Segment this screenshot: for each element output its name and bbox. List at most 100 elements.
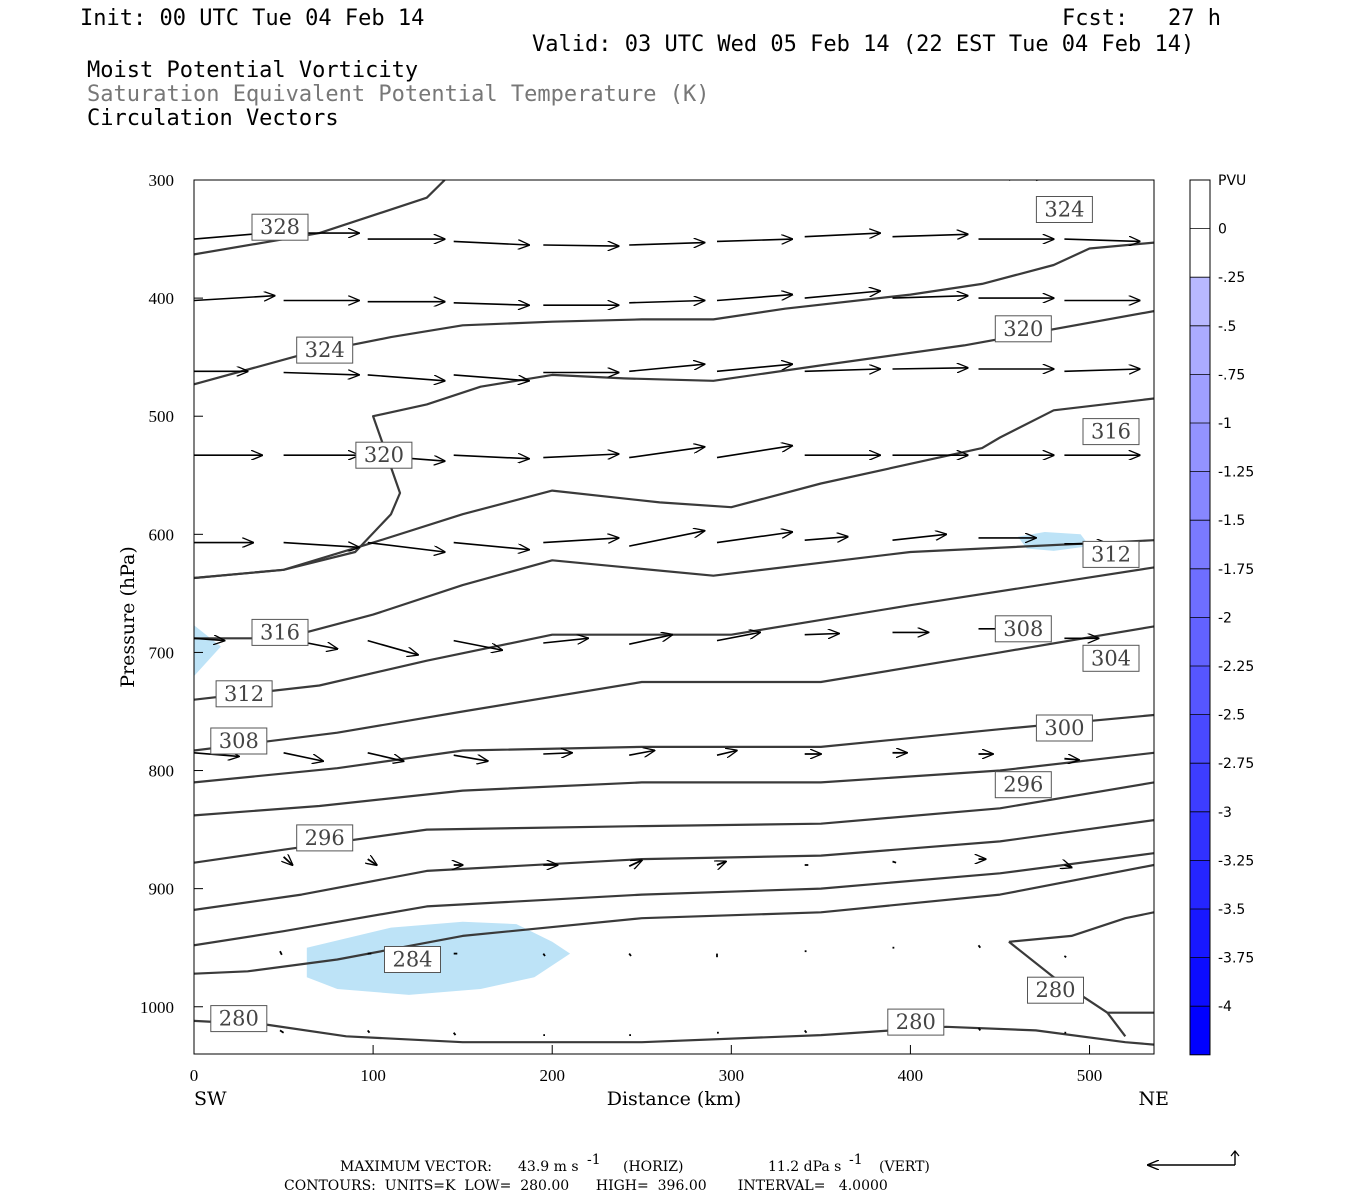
pv-area-0: [194, 625, 221, 677]
circulation-vector: [629, 301, 704, 303]
max-vert-value: 11.2 dPa s: [768, 1159, 841, 1175]
valid-time: Valid: 03 UTC Wed 05 Feb 14 (22 EST Tue …: [532, 32, 1194, 57]
circulation-vector: [543, 454, 618, 458]
y-tick-label: 500: [149, 407, 175, 426]
circulation-vector: [453, 241, 529, 245]
contour-label-text: 308: [1003, 617, 1043, 641]
circulation-vector: [368, 859, 377, 865]
circulation-vector: [279, 950, 283, 956]
colorbar-label: -2.25: [1218, 659, 1254, 675]
contour-info: CONTOURS: UNITS=K LOW= 280.00 HIGH= 396.…: [284, 1178, 888, 1194]
circulation-vector: [804, 233, 880, 237]
colorbar-swatch: [1190, 909, 1210, 958]
y-tick-label: 700: [149, 643, 175, 662]
contour-label: 312: [215, 680, 273, 708]
circulation-vector: [804, 369, 880, 371]
colorbar-label: -3: [1218, 805, 1232, 821]
colorbar-swatch: [1190, 666, 1210, 715]
circulation-vector: [977, 944, 982, 949]
contour-line-11: [194, 566, 1154, 701]
colorbar-swatch: [1190, 325, 1210, 375]
circulation-vector: [717, 862, 726, 866]
circulation-vector: [279, 1029, 285, 1034]
circulation-vector: [716, 446, 792, 459]
contour-label-text: 300: [1044, 716, 1084, 740]
contour-line-7: [194, 781, 1154, 864]
colorbar-swatch: [1190, 1006, 1210, 1055]
contour-label-text: 280: [219, 1007, 259, 1031]
circulation-vector: [452, 1032, 457, 1036]
contour-label-text: 296: [305, 826, 345, 850]
contour-label: 324: [1035, 196, 1093, 223]
pv-shading-layer: [194, 532, 1090, 995]
field-title-vectors: Circulation Vectors: [87, 106, 339, 131]
colorbar-label: -2: [1218, 610, 1232, 626]
contour-label: 328: [251, 213, 309, 241]
y-tick-label: 400: [149, 289, 175, 308]
colorbar-swatch: [1190, 763, 1210, 812]
contour-line-17: [1008, 180, 1012, 182]
contour-label-text: 284: [392, 948, 432, 972]
circulation-vector: [716, 751, 737, 756]
circulation-vector: [716, 532, 792, 544]
circulation-vector: [1064, 759, 1078, 760]
circulation-vector: [543, 753, 572, 754]
contour-label: 280: [1027, 976, 1084, 1004]
colorbar-unit: PVU: [1218, 173, 1246, 189]
contour-line-18: [1035, 180, 1041, 182]
forecast-hour: Fcst: 27 h: [1062, 6, 1221, 31]
colorbar-label: -1.5: [1218, 513, 1245, 529]
x-tick-label: 500: [1077, 1066, 1103, 1085]
contour-line-3: [1106, 1012, 1127, 1037]
contour-label: 320: [355, 441, 413, 469]
colorbar-label: -.25: [1218, 270, 1245, 286]
circulation-vector: [453, 541, 529, 550]
colorbar-swatch: [1190, 471, 1210, 521]
contour-label: 324: [296, 336, 354, 364]
colorbar-swatch: [1190, 180, 1210, 229]
circulation-vector: [628, 953, 632, 957]
circulation-vector: [194, 296, 275, 301]
circulation-vector: [283, 543, 359, 548]
colorbar-swatch: [1190, 374, 1210, 423]
pv-area-2: [1017, 532, 1090, 551]
colorbar-label: -2.5: [1218, 708, 1245, 724]
circulation-vector: [716, 632, 760, 642]
colorbar-label: -1.25: [1218, 465, 1254, 481]
vert-unit: (VERT): [879, 1159, 930, 1175]
circulation-vector: [1064, 865, 1071, 867]
y-tick-label: 600: [149, 525, 175, 544]
x-tick-label: 100: [360, 1066, 386, 1085]
contour-label: 308: [210, 727, 268, 755]
colorbar-swatch: [1190, 423, 1210, 472]
colorbar-swatch: [1190, 957, 1210, 1007]
contour-label: 308: [994, 615, 1052, 643]
circulation-vector: [367, 374, 445, 381]
contour-line-0: [194, 1019, 1154, 1046]
circulation-vector: [284, 857, 293, 865]
colorbar-swatch: [1190, 228, 1210, 278]
contour-label: 320: [994, 315, 1052, 343]
contour-label: 312: [1082, 540, 1140, 568]
contour-line-5: [194, 852, 1154, 947]
contour-label: 280: [887, 1008, 945, 1036]
plot-frame: [193, 179, 1155, 1055]
colorbar-label: -4: [1218, 999, 1232, 1015]
circulation-vector: [629, 364, 704, 373]
circulation-vector: [453, 303, 529, 305]
circulation-vector: [453, 755, 488, 761]
circulation-vector: [628, 860, 642, 866]
y-axis-label: Pressure (hPa): [117, 546, 139, 688]
circulation-vector: [367, 639, 418, 655]
circulation-vector: [629, 243, 704, 245]
y-tick-label: 900: [149, 880, 175, 899]
circulation-vector: [892, 368, 968, 369]
colorbar-label: -3.25: [1218, 853, 1254, 869]
circulation-vector: [804, 537, 848, 541]
contour-label: 316: [251, 618, 309, 646]
vert-exponent: -1: [849, 1152, 863, 1168]
colorbar-label: 0: [1218, 222, 1227, 238]
contour-layer: [194, 180, 1154, 1046]
contour-label: 284: [384, 946, 441, 973]
contour-label: 296: [296, 824, 354, 852]
